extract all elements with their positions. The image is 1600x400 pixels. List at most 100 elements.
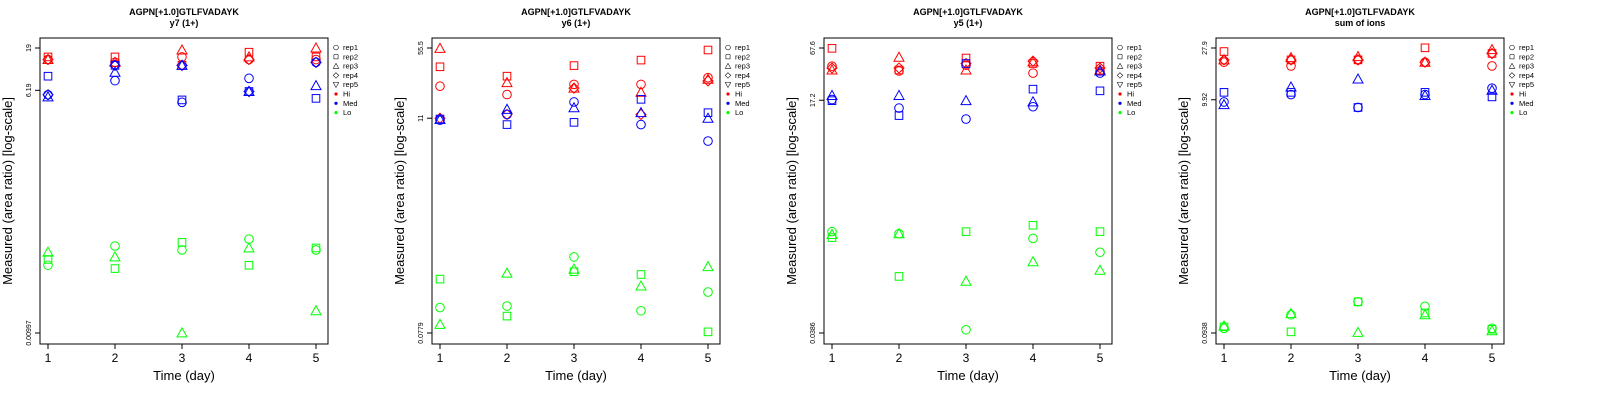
data-point	[1419, 89, 1431, 100]
y-tick-label: 17.2	[810, 93, 817, 107]
legend-marker	[1116, 72, 1124, 79]
legend-marker	[1118, 111, 1122, 115]
data-point	[244, 47, 254, 57]
legend-marker	[725, 44, 731, 51]
x-tick-label: 2	[896, 351, 903, 365]
data-point	[176, 59, 188, 70]
data-point	[703, 327, 713, 337]
data-point	[636, 95, 646, 104]
data-point	[702, 260, 714, 272]
data-point	[310, 56, 322, 69]
legend-marker	[1509, 44, 1515, 51]
data-point	[1487, 92, 1497, 102]
data-point	[244, 73, 254, 84]
data-point	[1353, 103, 1363, 112]
data-point	[568, 82, 580, 93]
data-point	[311, 245, 321, 255]
data-point	[42, 90, 54, 102]
chart-subtitle: sum of ions	[1335, 18, 1386, 28]
x-tick-label: 3	[963, 351, 970, 365]
data-point	[1352, 54, 1364, 66]
chart-title: AGPN[+1.0]GTLFVADAYK	[129, 7, 239, 17]
data-point	[893, 227, 905, 239]
legend-label: rep3	[735, 62, 750, 71]
data-point	[1028, 101, 1038, 112]
y-tick-label: 0.0938	[1202, 322, 1209, 344]
data-point	[42, 53, 54, 66]
y-axis-label: Measured (area ratio) [log-scale]	[1176, 97, 1191, 285]
x-tick-label: 3	[1355, 351, 1362, 365]
data-point	[1486, 43, 1498, 55]
data-point	[1219, 97, 1229, 107]
data-point	[502, 311, 512, 321]
data-point	[569, 61, 579, 70]
y-tick-label: 11	[418, 114, 425, 121]
data-point	[434, 42, 446, 53]
x-tick-label: 2	[112, 351, 119, 365]
data-point	[894, 103, 904, 113]
data-point	[1286, 309, 1296, 320]
legend-label: rep5	[735, 80, 750, 89]
data-point	[1218, 319, 1230, 331]
legend-label: rep4	[1519, 71, 1534, 80]
legend-marker	[726, 111, 730, 115]
data-point	[894, 272, 904, 281]
data-point	[110, 241, 120, 251]
data-point	[1027, 55, 1039, 67]
data-point	[1027, 95, 1039, 107]
legend-label: Med	[343, 99, 358, 108]
data-point	[1218, 53, 1230, 65]
data-point	[435, 274, 445, 284]
x-tick-label: 1	[1221, 351, 1228, 365]
data-point	[702, 75, 714, 87]
y-tick-label: 55.5	[418, 41, 425, 55]
y-axis-label: Measured (area ratio) [log-scale]	[0, 97, 15, 285]
data-point	[703, 136, 713, 146]
data-point	[1486, 84, 1498, 95]
y-tick-label: 6.19	[26, 83, 33, 97]
legend-label: rep4	[735, 71, 750, 80]
x-tick-label: 2	[504, 351, 511, 365]
data-point	[636, 79, 646, 90]
data-point	[1352, 73, 1364, 84]
data-point	[1419, 56, 1431, 67]
legend-marker	[334, 92, 338, 96]
data-point	[177, 245, 187, 255]
data-point	[702, 112, 714, 123]
data-point	[502, 120, 512, 129]
data-point	[961, 324, 971, 335]
legend-marker	[1508, 72, 1516, 79]
data-point	[893, 51, 905, 62]
data-point	[1353, 296, 1363, 307]
data-point	[893, 62, 905, 74]
plot-frame	[431, 37, 721, 345]
data-point	[1095, 247, 1105, 258]
data-point	[434, 113, 446, 124]
data-point	[569, 118, 579, 127]
data-point	[960, 63, 972, 75]
data-point	[569, 79, 579, 90]
x-tick-label: 1	[829, 351, 836, 365]
data-point	[42, 53, 54, 65]
legend-label: rep2	[343, 52, 358, 61]
data-point	[243, 241, 255, 253]
data-point	[434, 318, 446, 329]
data-point	[703, 45, 713, 55]
legend-marker	[725, 54, 731, 60]
data-point	[827, 233, 837, 242]
legend-label: rep4	[343, 71, 358, 80]
x-tick-label: 4	[638, 351, 645, 365]
data-point	[635, 86, 647, 97]
data-point	[635, 106, 647, 118]
data-point	[569, 97, 579, 107]
data-point	[42, 246, 54, 257]
legend-marker	[332, 62, 340, 69]
legend-label: Med	[1519, 99, 1534, 108]
data-point	[827, 44, 837, 53]
data-point	[502, 71, 512, 81]
chart-subtitle: y6 (1+)	[562, 18, 591, 28]
legend-marker	[1509, 54, 1515, 60]
data-point	[1285, 54, 1297, 66]
